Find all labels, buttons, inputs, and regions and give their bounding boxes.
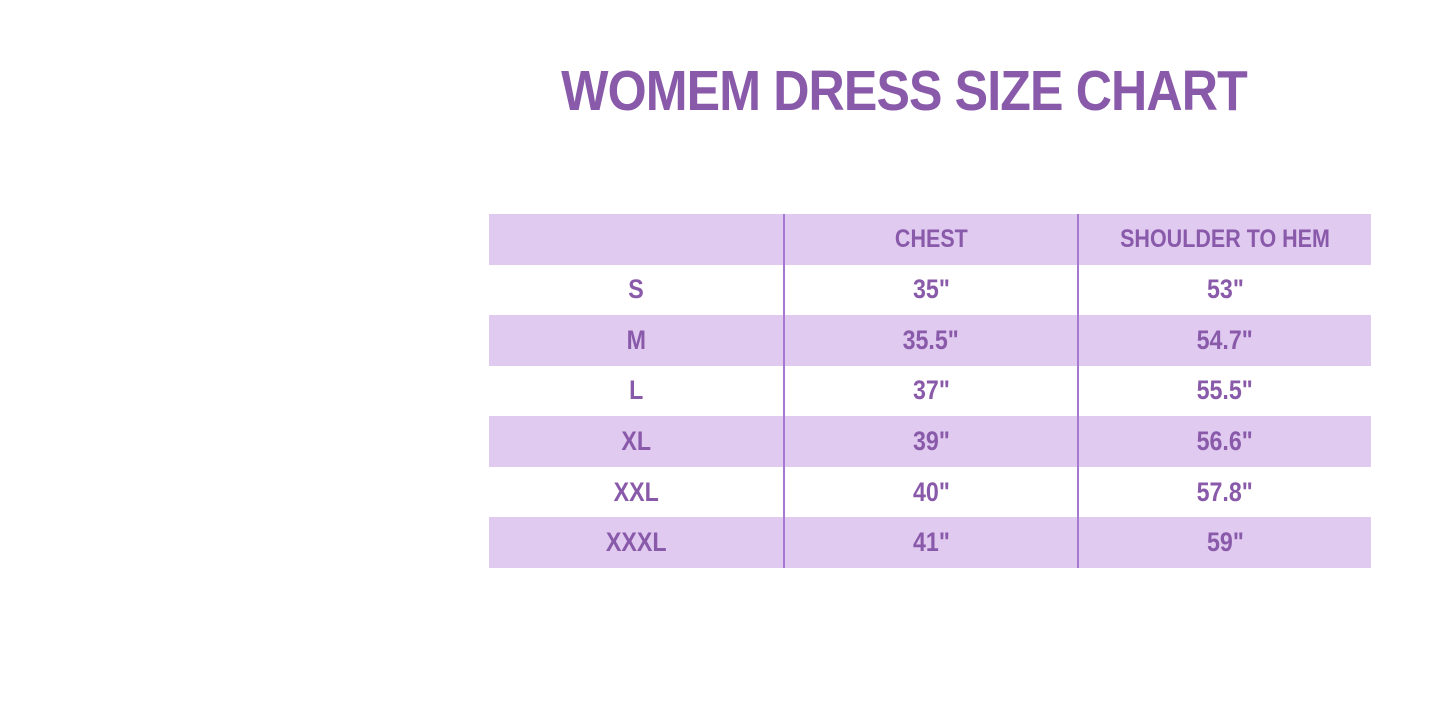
size-table: CHEST SHOULDER TO HEM S 35" 53" M 35.5" bbox=[489, 214, 1371, 568]
size-label: M bbox=[626, 324, 646, 355]
shoulder-to-hem-value: 56.6" bbox=[1196, 426, 1254, 457]
size-label: XXXL bbox=[605, 527, 667, 558]
chest-cell: 40" bbox=[783, 466, 1077, 518]
chest-value: 35" bbox=[912, 274, 950, 305]
page-title: WOMEM DRESS SIZE CHART bbox=[561, 59, 1248, 123]
shoulder-to-hem-value: 59" bbox=[1206, 527, 1244, 558]
table-row-l: L 37" 55.5" bbox=[489, 365, 1371, 417]
chest-cell: 35" bbox=[783, 264, 1077, 316]
shoulder-to-hem-cell: 54.7" bbox=[1077, 315, 1371, 366]
shoulder-to-hem-value: 54.7" bbox=[1196, 324, 1254, 355]
chest-cell: 41" bbox=[783, 517, 1077, 568]
page-title-wrap: WOMEM DRESS SIZE CHART bbox=[514, 58, 1293, 124]
chest-value: 37" bbox=[912, 375, 950, 406]
chest-cell: 35.5" bbox=[783, 315, 1077, 366]
header-cell-chest: CHEST bbox=[783, 214, 1077, 265]
table-row-s: S 35" 53" bbox=[489, 264, 1371, 316]
size-cell: XXXL bbox=[489, 517, 783, 568]
size-label: S bbox=[628, 274, 644, 305]
shoulder-to-hem-value: 53" bbox=[1206, 274, 1244, 305]
shoulder-to-hem-value: 55.5" bbox=[1196, 375, 1254, 406]
shoulder-to-hem-value: 57.8" bbox=[1196, 476, 1254, 507]
header-shoulder-to-hem-label: SHOULDER TO HEM bbox=[1120, 224, 1330, 253]
size-cell: L bbox=[489, 366, 783, 417]
chest-value: 41" bbox=[912, 527, 950, 558]
table-row-xl: XL 39" 56.6" bbox=[489, 416, 1371, 467]
table-header-row: CHEST SHOULDER TO HEM bbox=[489, 214, 1371, 265]
size-cell: XXL bbox=[489, 467, 783, 518]
table-row-xxl: XXL 40" 57.8" bbox=[489, 466, 1371, 518]
size-label: L bbox=[628, 375, 644, 406]
table-row-m: M 35.5" 54.7" bbox=[489, 315, 1371, 366]
size-cell: M bbox=[489, 315, 783, 366]
chest-value: 40" bbox=[912, 476, 950, 507]
header-chest-label: CHEST bbox=[894, 224, 968, 253]
header-cell-size bbox=[489, 214, 783, 265]
chest-value: 35.5" bbox=[902, 324, 960, 355]
shoulder-to-hem-cell: 55.5" bbox=[1077, 365, 1371, 417]
size-label: XL bbox=[621, 426, 651, 457]
size-label: XXL bbox=[613, 476, 659, 507]
shoulder-to-hem-cell: 56.6" bbox=[1077, 416, 1371, 467]
shoulder-to-hem-cell: 59" bbox=[1077, 517, 1371, 568]
table-row-xxxl: XXXL 41" 59" bbox=[489, 517, 1371, 568]
chest-cell: 39" bbox=[783, 416, 1077, 467]
chest-value: 39" bbox=[912, 426, 950, 457]
size-cell: XL bbox=[489, 416, 783, 467]
chest-cell: 37" bbox=[783, 365, 1077, 417]
header-cell-shoulder-to-hem: SHOULDER TO HEM bbox=[1077, 214, 1371, 265]
size-cell: S bbox=[489, 265, 783, 316]
shoulder-to-hem-cell: 57.8" bbox=[1077, 466, 1371, 518]
shoulder-to-hem-cell: 53" bbox=[1077, 264, 1371, 316]
